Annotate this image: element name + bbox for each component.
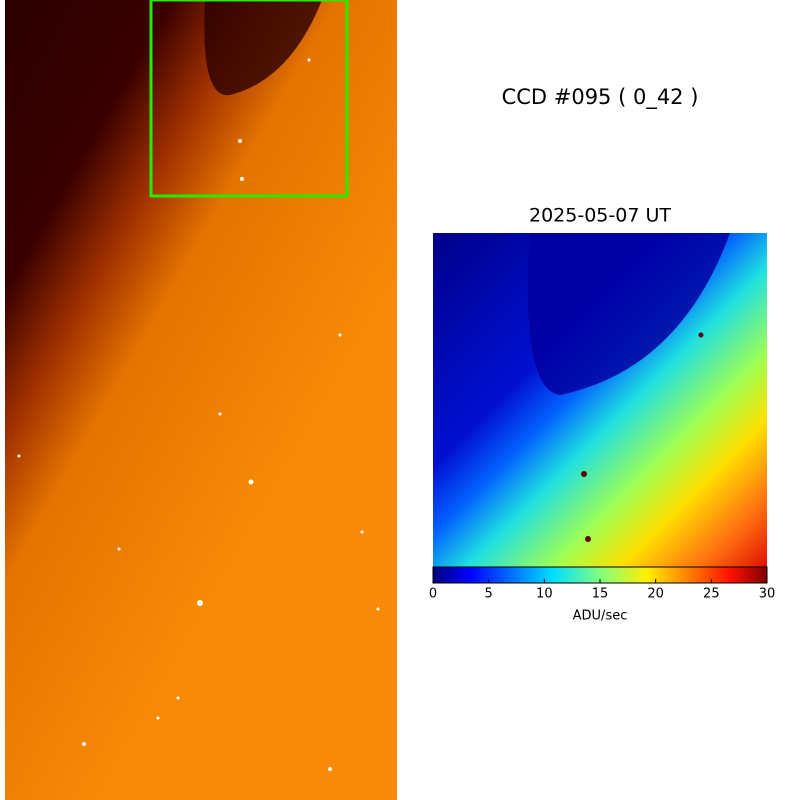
colorbar-tick-label: 20 (647, 587, 664, 602)
date: 2025-05-07 UT (529, 205, 671, 227)
zoom-box (149, 0, 349, 198)
colorbar-tick-label: 0 (429, 587, 437, 602)
zoom-image (433, 233, 767, 567)
colorbar-tick-label: 10 (536, 587, 553, 602)
colorbar-tick-label: 5 (485, 587, 493, 602)
colorbar-tick-label: 25 (703, 587, 720, 602)
colorbar-tick-label: 15 (592, 587, 609, 602)
title: CCD #095 ( 0_42 ) (502, 85, 699, 110)
colorbar-tick-label: 30 (759, 587, 776, 602)
colorbar-label: ADU/sec (573, 609, 628, 624)
ccd-image (5, 0, 397, 800)
colorbar-axis: 0 5 10 15 20 25 30 (429, 579, 775, 602)
